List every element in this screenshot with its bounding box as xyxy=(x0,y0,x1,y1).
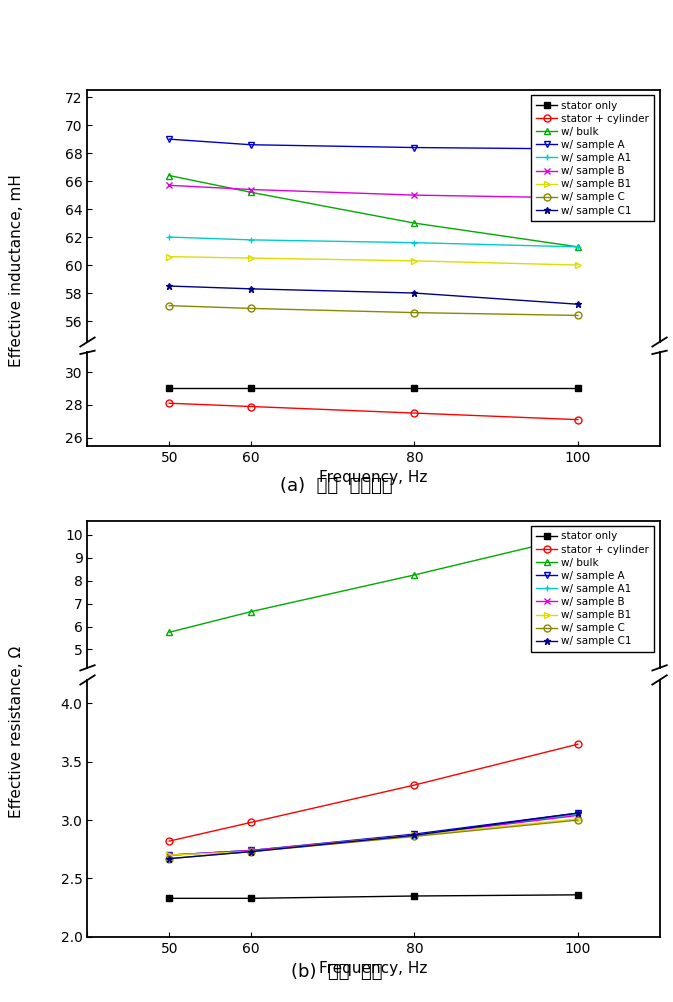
w/ bulk xyxy=(247,186,255,198)
Line: w/ sample A: w/ sample A xyxy=(166,135,581,152)
Text: (a)  유효  인덕턴스: (a) 유효 인덕턴스 xyxy=(280,477,393,495)
w/ sample A1 xyxy=(411,692,419,704)
Line: stator + cylinder: stator + cylinder xyxy=(166,707,581,728)
Line: w/ sample C1: w/ sample C1 xyxy=(166,690,581,706)
w/ sample B xyxy=(411,692,419,704)
Line: w/ sample A: w/ sample A xyxy=(166,690,581,705)
stator + cylinder xyxy=(411,682,419,694)
stator + cylinder xyxy=(247,689,255,701)
w/ sample A xyxy=(165,133,173,145)
w/ sample B1 xyxy=(411,255,419,267)
stator + cylinder xyxy=(165,705,173,717)
w/ sample C1 xyxy=(574,688,582,700)
stator only xyxy=(165,692,173,704)
w/ sample C1 xyxy=(411,692,419,704)
stator + cylinder xyxy=(247,708,255,720)
Line: w/ bulk: w/ bulk xyxy=(166,532,581,635)
Line: w/ sample C: w/ sample C xyxy=(166,692,581,706)
w/ sample A xyxy=(411,692,419,704)
w/ sample B1 xyxy=(165,250,173,263)
w/ sample B xyxy=(247,695,255,707)
w/ sample A xyxy=(247,695,255,707)
w/ sample B1 xyxy=(574,260,582,272)
w/ sample C xyxy=(165,697,173,709)
w/ bulk xyxy=(165,169,173,181)
w/ sample A xyxy=(165,696,173,708)
Text: Effective resistance, Ω: Effective resistance, Ω xyxy=(9,645,24,818)
w/ sample A xyxy=(574,143,582,155)
w/ sample B xyxy=(574,192,582,204)
w/ sample A1 xyxy=(165,231,173,243)
Line: w/ sample B1: w/ sample B1 xyxy=(166,691,581,705)
w/ sample A1 xyxy=(574,688,582,700)
stator only xyxy=(165,704,173,716)
Line: w/ sample C: w/ sample C xyxy=(166,303,581,319)
w/ bulk xyxy=(574,240,582,253)
stator only xyxy=(574,704,582,716)
w/ sample B xyxy=(165,696,173,708)
X-axis label: Frequency, Hz: Frequency, Hz xyxy=(319,961,428,976)
Line: w/ sample C1: w/ sample C1 xyxy=(166,283,581,308)
w/ sample B xyxy=(165,179,173,191)
w/ sample A1 xyxy=(247,233,255,245)
w/ sample B xyxy=(247,183,255,195)
w/ sample B1 xyxy=(165,696,173,708)
X-axis label: Frequency, Hz: Frequency, Hz xyxy=(319,470,428,485)
Legend: stator only, stator + cylinder, w/ bulk, w/ sample A, w/ sample A1, w/ sample B,: stator only, stator + cylinder, w/ bulk,… xyxy=(531,95,654,220)
Legend: stator only, stator + cylinder, w/ bulk, w/ sample A, w/ sample A1, w/ sample B,: stator only, stator + cylinder, w/ bulk,… xyxy=(531,526,654,651)
Text: Effective inductance, mH: Effective inductance, mH xyxy=(9,174,24,367)
Line: w/ sample B: w/ sample B xyxy=(166,181,581,201)
stator + cylinder xyxy=(411,713,419,725)
w/ sample C1 xyxy=(165,697,173,709)
stator only xyxy=(247,704,255,716)
Line: w/ sample A1: w/ sample A1 xyxy=(166,690,581,705)
Line: w/ sample B1: w/ sample B1 xyxy=(166,254,581,269)
w/ sample B xyxy=(411,189,419,201)
w/ sample C xyxy=(165,300,173,312)
stator only xyxy=(411,704,419,716)
stator only xyxy=(411,692,419,704)
w/ sample A1 xyxy=(574,240,582,253)
stator only xyxy=(247,692,255,704)
w/ bulk xyxy=(574,530,582,542)
w/ sample C xyxy=(574,689,582,701)
Line: stator only: stator only xyxy=(166,695,581,702)
w/ sample A1 xyxy=(247,695,255,707)
Line: stator only: stator only xyxy=(166,706,581,714)
stator + cylinder xyxy=(574,674,582,686)
w/ sample C xyxy=(574,310,582,322)
Line: w/ sample A1: w/ sample A1 xyxy=(166,233,581,250)
w/ sample C xyxy=(411,692,419,704)
stator + cylinder xyxy=(574,719,582,731)
w/ bulk xyxy=(411,217,419,229)
Line: w/ sample B: w/ sample B xyxy=(166,691,581,705)
w/ sample C xyxy=(247,695,255,707)
Text: (b)  유효  저항: (b) 유효 저항 xyxy=(291,963,382,981)
w/ sample C1 xyxy=(165,280,173,292)
w/ sample C1 xyxy=(411,287,419,299)
stator only xyxy=(574,692,582,704)
w/ sample B1 xyxy=(411,692,419,704)
w/ sample C1 xyxy=(574,299,582,311)
w/ sample A1 xyxy=(165,696,173,708)
w/ sample C xyxy=(411,307,419,319)
w/ sample A xyxy=(247,138,255,150)
w/ sample B xyxy=(574,688,582,700)
w/ sample A1 xyxy=(411,236,419,248)
w/ sample B1 xyxy=(574,689,582,701)
w/ sample A xyxy=(411,141,419,153)
w/ sample C xyxy=(247,303,255,315)
Line: stator + cylinder: stator + cylinder xyxy=(166,677,581,703)
w/ sample C1 xyxy=(247,283,255,295)
w/ sample B1 xyxy=(247,253,255,265)
w/ bulk xyxy=(165,626,173,638)
w/ sample B1 xyxy=(247,695,255,707)
w/ bulk xyxy=(411,569,419,581)
stator + cylinder xyxy=(165,693,173,705)
w/ sample A xyxy=(574,688,582,700)
w/ sample C1 xyxy=(247,695,255,707)
Line: w/ bulk: w/ bulk xyxy=(166,172,581,250)
w/ bulk xyxy=(247,605,255,617)
